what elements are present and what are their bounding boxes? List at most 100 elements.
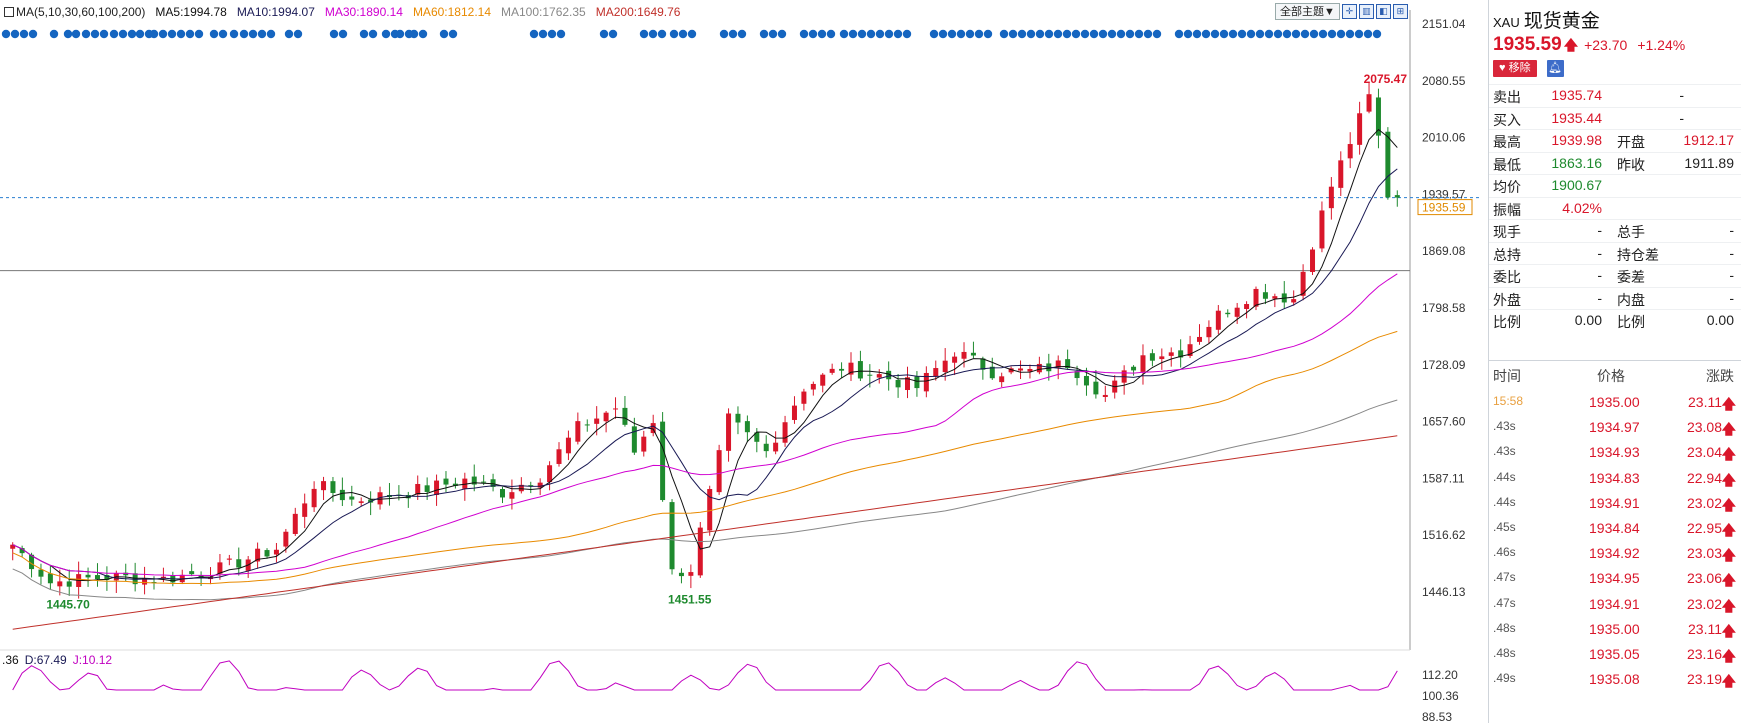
signal-dot [719,29,729,39]
chart-canvas[interactable]: 2151.042080.552010.061939.571869.081798.… [0,0,1488,723]
theme-dropdown[interactable]: 全部主题▼ [1275,3,1340,20]
candle-body [1065,359,1071,369]
candle-body [1366,94,1372,112]
quote-header: XAU 现货黄金 [1489,0,1741,32]
signal-dot [239,29,249,39]
candle-body [1225,312,1231,315]
tick-row: .43s 1934.97 23.08 🡅 [1489,413,1741,441]
candle-body [358,501,364,503]
tick-change: 23.02 [1686,595,1722,612]
tick-change: 23.03 [1686,545,1722,562]
candle-body [198,575,204,577]
signal-dot [28,29,38,39]
candle-body [217,562,223,574]
ticks-header: 时间 价格 涨跌 [1489,360,1741,388]
quote-label: 最低 [1493,156,1521,173]
signal-dot [194,29,204,39]
signal-dot [1309,29,1319,39]
signal-dot [826,29,836,39]
candle-body [1027,368,1033,372]
signal-dot [1044,29,1054,39]
signal-dot [1282,29,1292,39]
candle-body [10,544,16,549]
candle-body [1168,352,1174,356]
tick-change: 23.04 [1686,444,1722,461]
candle-body [970,352,976,356]
quote-row: 均价 1900.67 [1489,174,1741,196]
price-tick-label: 1657.60 [1422,415,1466,429]
candle-body [1149,353,1155,361]
signal-dot [1363,29,1373,39]
ma10-label: MA10:1994.07 [236,5,315,19]
candle-body [716,450,722,493]
ma30-label: MA30:1890.14 [324,5,403,19]
tick-row: .49s 1935.08 23.19 🡅 [1489,665,1741,693]
quote-value: 1935.44 [1551,109,1602,126]
ma-params[interactable]: MA(5,10,30,60,100,200) [4,5,145,19]
quote-row: 振幅 4.02% [1489,196,1741,219]
candle-body [782,422,788,443]
signal-dot [983,29,993,39]
signal-dot [639,29,649,39]
signal-dot [418,29,428,39]
candle-body [226,558,232,560]
window-icon[interactable]: ◧ [1375,4,1391,19]
signal-dot [1255,29,1265,39]
quote-value: 1911.89 [1684,154,1734,171]
tick-price: 1935.08 [1589,671,1640,688]
ma100-label: MA100:1762.35 [501,5,586,19]
candle-body [848,362,854,375]
candle-body [462,478,468,489]
alert-bell-icon[interactable]: 🔔︎ [1546,60,1564,77]
signal-dot [99,29,109,39]
quote-value: - [1679,109,1684,126]
candle-body [509,492,515,499]
quote-label: 持仓差 [1617,246,1659,263]
kline-chart[interactable]: 2151.04 2080.55 2010.06 1939.57 1869.08 1798.… [0,0,1488,723]
candle-body [311,488,317,508]
ma100-line [12,399,1398,601]
remove-watchlist-button[interactable]: ♥ 移除 [1493,60,1537,77]
signal-dot [956,29,966,39]
tick-price: 1935.05 [1589,646,1640,662]
ticks-header-change: 涨跌 [1706,368,1734,384]
candle-body [707,489,713,531]
price-tick-label: 1516.62 [1422,528,1466,542]
signal-dot [338,29,348,39]
candle-body [575,421,581,442]
signal-dot [777,29,787,39]
candle-body [57,581,63,587]
signal-dot [81,29,91,39]
crosshair-icon[interactable]: ✛ [1341,4,1357,19]
symbol-code: XAU [1493,15,1520,30]
ticks-header-time: 时间 [1493,368,1521,384]
signal-dot [167,29,177,39]
candle-body [1178,350,1184,358]
quote-label: 委差 [1617,269,1645,285]
tick-time: .44s [1493,494,1516,509]
candle-body [1319,210,1325,249]
signal-dot [1219,29,1229,39]
candle-body [1140,355,1146,372]
candle-body [933,368,939,377]
candle-body [471,476,477,485]
layout-icon[interactable]: ▥ [1358,4,1374,19]
quote-label: 比例 [1617,314,1645,330]
indicator-tick-label: 112.20 [1422,668,1458,682]
candle-body [1357,113,1363,145]
indicator-settings-icon[interactable] [4,7,14,17]
candle-body [1215,310,1221,330]
tick-change: 22.94 [1686,469,1722,486]
signal-dot [1372,29,1382,39]
candle-body [1262,292,1268,299]
tick-time: .48s [1493,646,1516,660]
signal-dot [1318,29,1328,39]
candle-body [1196,336,1202,342]
arrow-up-icon: 🡅 [1721,471,1736,488]
candle-body [688,572,694,576]
signal-dot [999,29,1009,39]
signal-dot [556,29,566,39]
tick-change: 23.11 [1688,394,1722,410]
expand-icon[interactable]: ⊞ [1392,4,1408,19]
